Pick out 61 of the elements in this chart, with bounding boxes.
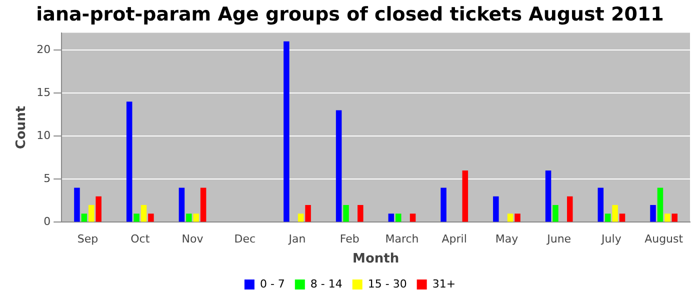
- legend-label: 8 - 14: [310, 277, 342, 290]
- bar: [507, 214, 514, 222]
- bar: [200, 188, 206, 222]
- bar: [126, 102, 132, 222]
- bar: [612, 204, 618, 222]
- bar: [440, 188, 446, 222]
- bar: [305, 204, 311, 222]
- bar: [343, 204, 349, 222]
- bar: [545, 170, 552, 222]
- chart-title: iana-prot-param Age groups of closed tickets August 2011: [36, 3, 664, 26]
- legend-label: 31+: [432, 277, 456, 290]
- legend-label: 0 - 7: [260, 277, 285, 290]
- bar: [284, 41, 290, 222]
- bar: [298, 214, 304, 222]
- bar: [462, 170, 468, 222]
- bar: [88, 204, 94, 222]
- y-tick-label: 15: [36, 86, 51, 99]
- x-tick-label: June: [546, 232, 572, 246]
- bar: [598, 188, 604, 222]
- x-tick-label: May: [495, 232, 519, 246]
- bar: [410, 214, 416, 222]
- bar: [336, 110, 342, 222]
- x-tick-label: July: [600, 232, 622, 246]
- bar: [567, 196, 573, 222]
- x-tick-label: Nov: [182, 232, 204, 246]
- bar: [96, 196, 102, 222]
- bar: [186, 214, 192, 222]
- bar: [148, 214, 154, 222]
- bar: [134, 214, 140, 222]
- bar: [396, 214, 402, 222]
- bar: [664, 214, 670, 222]
- bar: [178, 188, 185, 222]
- bar: [672, 214, 678, 222]
- bar: [493, 196, 499, 222]
- x-tick-label: Sep: [77, 232, 98, 246]
- bar: [388, 214, 394, 222]
- x-tick-label: Jan: [288, 232, 306, 246]
- x-tick-label: Oct: [130, 232, 150, 246]
- x-tick-label: April: [442, 232, 467, 246]
- y-tick-label: 0: [44, 215, 51, 228]
- x-axis-title: Month: [352, 252, 400, 267]
- bar: [81, 214, 88, 222]
- x-tick-label: March: [385, 232, 419, 246]
- bar: [657, 188, 664, 222]
- x-tick-label: Feb: [340, 232, 360, 246]
- bar: [514, 214, 520, 222]
- x-tick-label: August: [644, 232, 684, 246]
- bar: [604, 214, 611, 222]
- legend-label: 15 - 30: [368, 277, 407, 290]
- bar: [650, 204, 656, 222]
- bar: [619, 214, 626, 222]
- bar: [552, 204, 558, 222]
- x-tick-label: Dec: [234, 232, 256, 246]
- y-tick-label: 5: [44, 172, 51, 186]
- y-tick-label: 10: [36, 128, 51, 142]
- y-axis-title: Count: [14, 106, 30, 150]
- bar: [193, 214, 199, 222]
- bar: [74, 188, 80, 222]
- bar: [358, 204, 364, 222]
- bar: [140, 204, 147, 222]
- y-tick-label: 20: [36, 42, 51, 56]
